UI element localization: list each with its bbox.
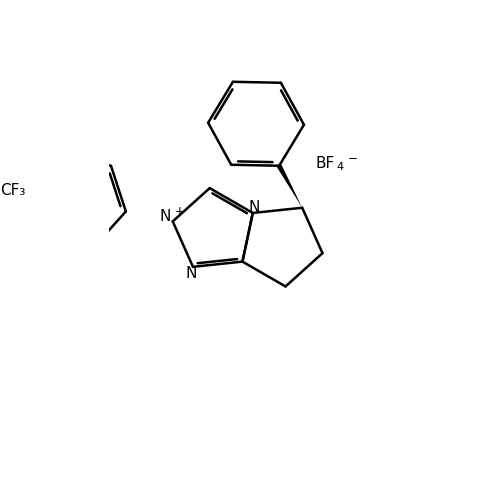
Text: N: N <box>185 266 197 281</box>
Text: −: − <box>348 151 358 165</box>
Text: 4: 4 <box>336 162 343 172</box>
Text: N: N <box>249 200 260 215</box>
Text: CF₃: CF₃ <box>0 182 25 198</box>
Text: +: + <box>174 205 184 217</box>
Polygon shape <box>277 164 302 208</box>
Text: N: N <box>160 209 171 225</box>
Text: BF: BF <box>316 157 335 171</box>
